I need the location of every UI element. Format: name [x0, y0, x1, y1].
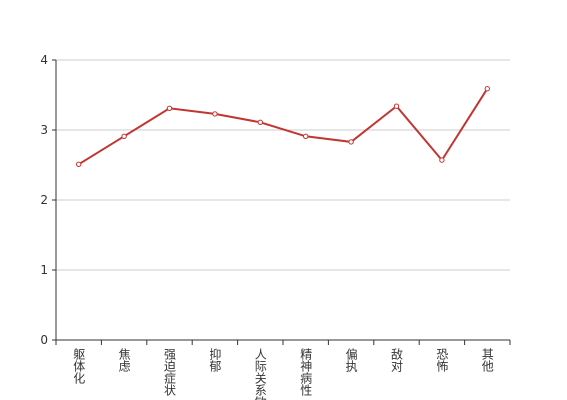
x-tick-label: 抑郁	[208, 347, 222, 373]
point	[257, 119, 263, 126]
y-tick-label: 0	[40, 333, 48, 347]
x-tick-label: 精神病性	[299, 348, 313, 397]
x-tick-label: 强迫症状	[163, 348, 177, 396]
x-tick-label: 恐怖	[435, 348, 449, 372]
y-tick-label: 4	[40, 53, 48, 67]
x-tick-label: 人际关系敏感	[253, 348, 267, 400]
x-tick-label: 偏执	[344, 347, 358, 373]
y-tick-label: 2	[40, 193, 48, 207]
line	[78, 88, 489, 166]
point	[439, 157, 445, 163]
x-tick-label: 敌对	[390, 347, 404, 372]
x-tick-label: 躯体化	[72, 347, 86, 385]
point	[166, 105, 173, 112]
point	[484, 86, 490, 92]
y-tick-label: 1	[40, 263, 48, 277]
x-tick-label: 其他	[480, 348, 494, 372]
point	[76, 161, 82, 168]
point	[303, 133, 309, 140]
point	[121, 133, 127, 140]
x-tick-label: 焦虑	[117, 348, 131, 372]
point	[348, 139, 354, 145]
point	[212, 111, 218, 117]
point	[393, 103, 400, 109]
y-tick-label: 3	[40, 123, 48, 137]
